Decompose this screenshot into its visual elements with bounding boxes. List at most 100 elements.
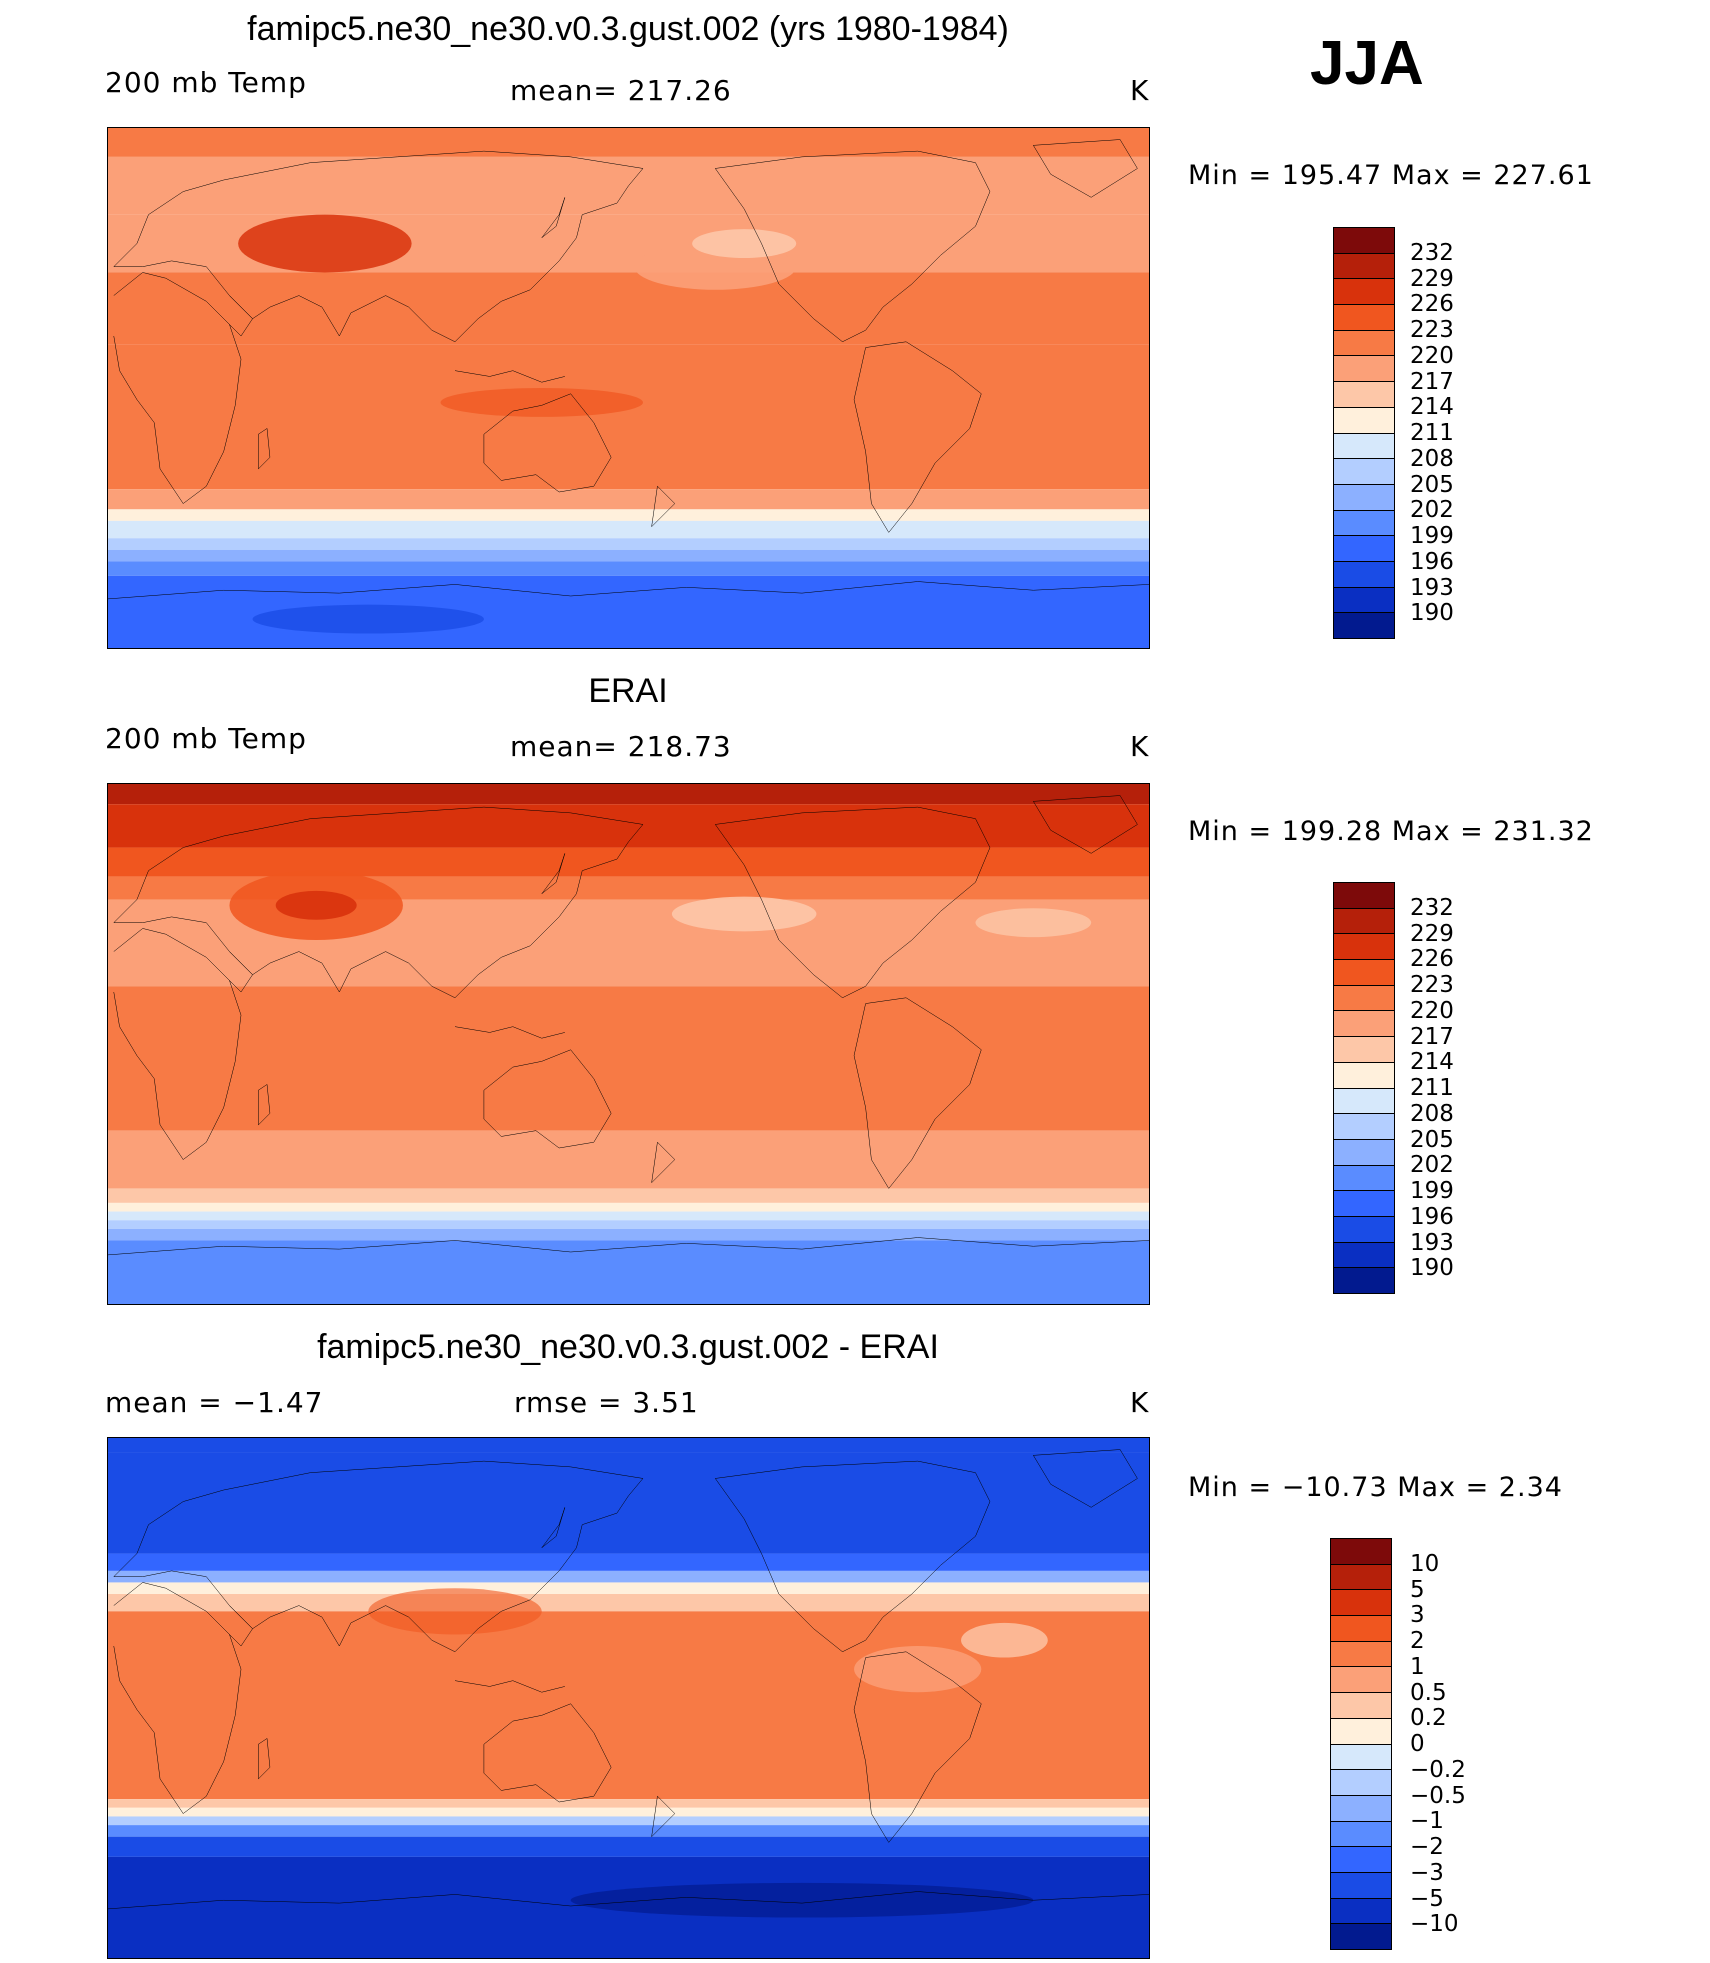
field-blob (252, 604, 484, 634)
coastline (114, 1461, 643, 1652)
colorbar-swatch (1334, 1037, 1394, 1063)
field-blob (692, 229, 797, 258)
panel-2-map (107, 783, 1150, 1305)
colorbar-tick-label: 193 (1410, 1229, 1454, 1256)
coastline (652, 1142, 675, 1182)
colorbar-tick-label: −5 (1410, 1885, 1444, 1912)
colorbar-tick-label: 229 (1410, 265, 1454, 292)
coastline (854, 998, 981, 1189)
field-blob (275, 890, 357, 920)
colorbar-tick-label: 211 (1410, 420, 1454, 446)
colorbar-swatch (1331, 1847, 1391, 1873)
colorbar-swatch (1334, 908, 1394, 935)
latitude-band (108, 1807, 1149, 1817)
latitude-band (108, 1130, 1149, 1189)
panel-2-colorbar (1333, 882, 1395, 1294)
colorbar-tick-label: 196 (1410, 1203, 1454, 1230)
panel-2-mean-label: mean= 218.73 (510, 730, 732, 763)
coastline (455, 1027, 565, 1039)
coastline (108, 582, 1149, 599)
latitude-band (108, 1220, 1149, 1229)
colorbar-swatch (1334, 1242, 1394, 1269)
latitude-band (108, 1836, 1149, 1857)
panel-3-map (107, 1437, 1150, 1959)
coastline (652, 1796, 675, 1836)
panel-3-title: famipc5.ne30_ne30.v0.3.gust.002 - ERAI (317, 1328, 939, 1366)
colorbar-tick-label: 223 (1410, 972, 1454, 998)
panel-3-mean-label: mean = −1.47 (105, 1386, 324, 1419)
colorbar-swatch (1334, 305, 1394, 331)
panel-2-title: ERAI (588, 672, 668, 710)
latitude-band (108, 847, 1149, 877)
coastline (455, 371, 565, 383)
coastline (108, 1892, 1149, 1909)
latitude-band (108, 804, 1149, 848)
colorbar-swatch (1331, 1872, 1391, 1899)
coastline (854, 1652, 981, 1843)
colorbar-tick-label: 214 (1410, 394, 1454, 421)
colorbar-swatch (1334, 985, 1394, 1012)
colorbar-swatch (1334, 1165, 1394, 1192)
coastline (484, 394, 611, 492)
colorbar-tick-label: 199 (1410, 1178, 1454, 1204)
coastline (484, 1704, 611, 1802)
colorbar-tick-label: 217 (1410, 1023, 1454, 1050)
latitude-band (108, 549, 1149, 562)
colorbar-swatch (1334, 253, 1394, 280)
colorbar-swatch (1334, 484, 1394, 511)
colorbar-swatch (1334, 1088, 1394, 1115)
coastline (715, 151, 990, 342)
colorbar-tick-label: 0.5 (1410, 1679, 1447, 1706)
colorbar-tick-label: 10 (1410, 1550, 1440, 1577)
colorbar-tick-label: 0.2 (1410, 1705, 1447, 1732)
colorbar-swatch (1334, 1011, 1394, 1038)
panel-1-title: famipc5.ne30_ne30.v0.3.gust.002 (yrs 198… (247, 10, 1009, 48)
colorbar-tick-label: 226 (1410, 291, 1454, 318)
colorbar-tick-label: 214 (1410, 1049, 1454, 1076)
coastline (114, 807, 643, 998)
coastline (108, 1238, 1149, 1255)
colorbar-swatch (1334, 1191, 1394, 1217)
colorbar-tick-label: 199 (1410, 523, 1454, 549)
coastline (715, 807, 990, 998)
field-blob (440, 388, 643, 417)
panel-3-colorbar (1330, 1538, 1392, 1950)
coastline (114, 1582, 241, 1813)
coastline (455, 1681, 565, 1693)
colorbar-tick-label: 190 (1410, 1255, 1454, 1282)
colorbar-tick-label: 208 (1410, 445, 1454, 472)
panel-1-variable-label: 200 mb Temp (105, 66, 307, 99)
coastline (1033, 796, 1137, 854)
coastline (484, 1050, 611, 1148)
season-label: JJA (1310, 29, 1424, 98)
coastline (1033, 140, 1137, 198)
coastline (224, 296, 253, 336)
latitude-band (108, 509, 1149, 521)
colorbar-swatch (1334, 510, 1394, 537)
panel-2-minmax: Min = 199.28 Max = 231.32 (1188, 816, 1594, 847)
panel-2-variable-label: 200 mb Temp (105, 722, 307, 755)
colorbar-swatch (1331, 1539, 1391, 1565)
colorbar-tick-label: 205 (1410, 1126, 1454, 1153)
latitude-band (108, 986, 1149, 1131)
latitude-band (108, 1228, 1149, 1241)
latitude-band (108, 1188, 1149, 1203)
panel-1-colorbar (1333, 227, 1395, 639)
latitude-band (108, 561, 1149, 576)
latitude-band (108, 1202, 1149, 1212)
colorbar-swatch (1334, 382, 1394, 408)
colorbar-tick-label: −0.2 (1410, 1756, 1466, 1783)
coastline (114, 928, 241, 1159)
coastline (652, 486, 675, 526)
colorbar-tick-label: 208 (1410, 1100, 1454, 1127)
coastline (224, 1606, 253, 1646)
latitude-band (108, 1825, 1149, 1837)
latitude-band (108, 520, 1149, 539)
colorbar-tick-label: 226 (1410, 946, 1454, 973)
colorbar-tick-label: 229 (1410, 920, 1454, 947)
field-blob (854, 1646, 982, 1693)
colorbar-swatch (1334, 407, 1394, 434)
latitude-band (108, 538, 1149, 550)
latitude-band (108, 1452, 1149, 1554)
latitude-band (108, 1240, 1149, 1304)
